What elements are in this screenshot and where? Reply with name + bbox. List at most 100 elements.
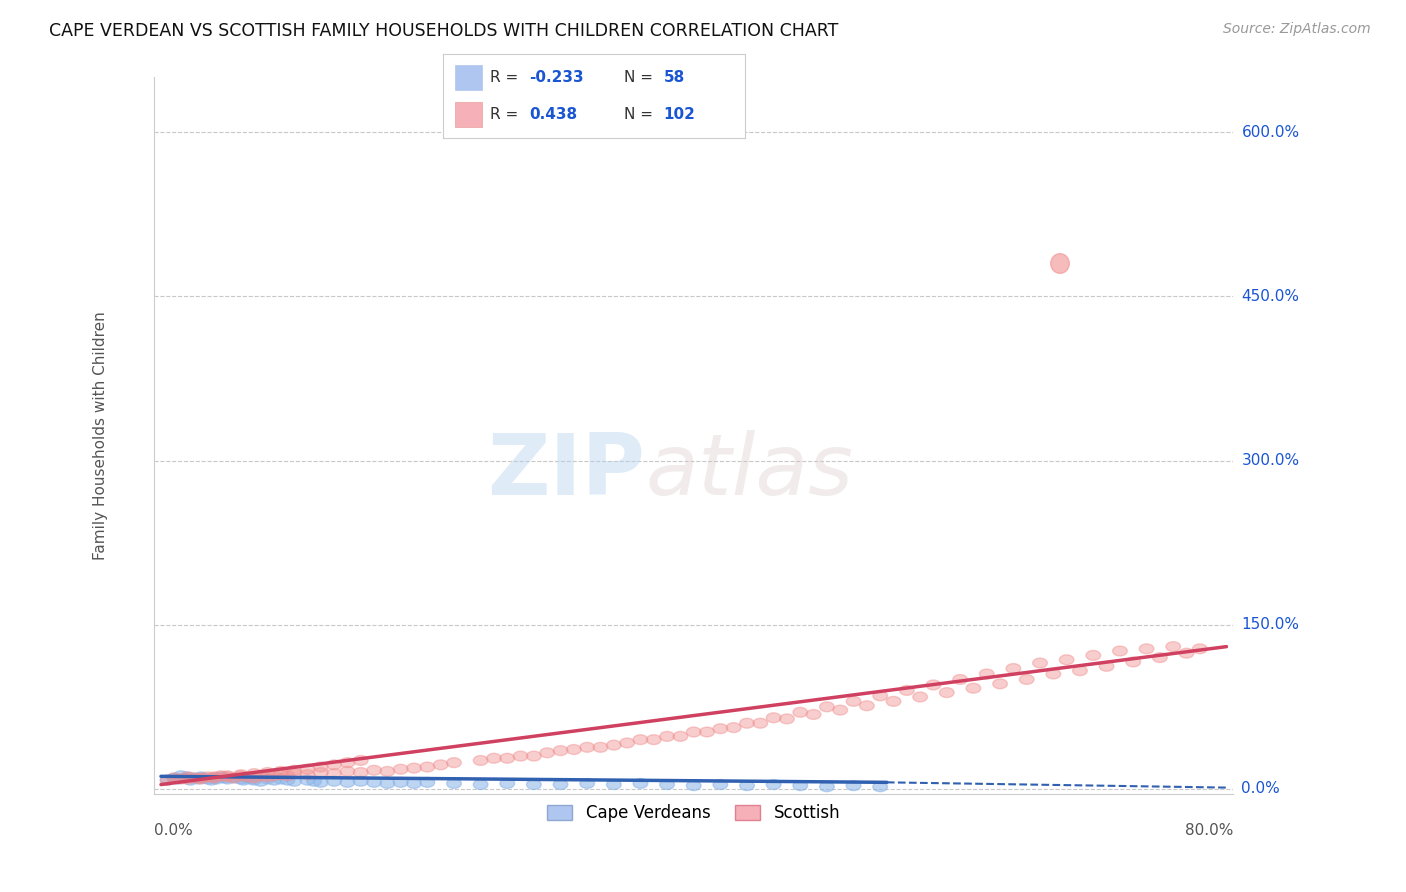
- Ellipse shape: [606, 740, 621, 750]
- Ellipse shape: [160, 775, 174, 785]
- Ellipse shape: [173, 774, 188, 784]
- Legend: Cape Verdeans, Scottish: Cape Verdeans, Scottish: [540, 797, 846, 829]
- Ellipse shape: [579, 779, 595, 789]
- Ellipse shape: [1019, 674, 1033, 684]
- Ellipse shape: [247, 769, 262, 779]
- Ellipse shape: [527, 751, 541, 761]
- Ellipse shape: [380, 766, 395, 776]
- Ellipse shape: [939, 688, 955, 698]
- Ellipse shape: [207, 773, 222, 783]
- Ellipse shape: [820, 781, 834, 791]
- Text: CAPE VERDEAN VS SCOTTISH FAMILY HOUSEHOLDS WITH CHILDREN CORRELATION CHART: CAPE VERDEAN VS SCOTTISH FAMILY HOUSEHOL…: [49, 22, 838, 40]
- Ellipse shape: [447, 779, 461, 789]
- Text: 300.0%: 300.0%: [1241, 453, 1299, 468]
- Ellipse shape: [207, 773, 222, 783]
- Ellipse shape: [540, 747, 554, 757]
- Ellipse shape: [700, 727, 714, 737]
- Ellipse shape: [221, 772, 235, 781]
- Ellipse shape: [194, 774, 208, 784]
- Ellipse shape: [873, 691, 887, 701]
- Ellipse shape: [433, 760, 449, 770]
- Ellipse shape: [233, 771, 249, 780]
- Text: 0.0%: 0.0%: [155, 823, 193, 838]
- Ellipse shape: [766, 780, 780, 789]
- Text: 58: 58: [664, 70, 685, 85]
- Text: 450.0%: 450.0%: [1241, 289, 1299, 304]
- Ellipse shape: [247, 775, 262, 785]
- Ellipse shape: [173, 771, 188, 780]
- Ellipse shape: [267, 775, 281, 785]
- Ellipse shape: [287, 769, 301, 779]
- Ellipse shape: [380, 779, 395, 789]
- Text: -0.233: -0.233: [529, 70, 583, 85]
- Ellipse shape: [260, 768, 274, 778]
- Ellipse shape: [326, 769, 342, 779]
- Ellipse shape: [367, 778, 381, 788]
- Ellipse shape: [474, 756, 488, 765]
- Text: R =: R =: [489, 107, 517, 122]
- Ellipse shape: [221, 774, 235, 784]
- Ellipse shape: [314, 762, 328, 772]
- Ellipse shape: [727, 723, 741, 732]
- Ellipse shape: [340, 757, 354, 768]
- Ellipse shape: [620, 738, 634, 747]
- Ellipse shape: [226, 773, 242, 783]
- Ellipse shape: [780, 714, 794, 723]
- Ellipse shape: [553, 780, 568, 789]
- Ellipse shape: [299, 764, 315, 774]
- Ellipse shape: [846, 780, 860, 790]
- Ellipse shape: [513, 751, 527, 761]
- Ellipse shape: [180, 772, 195, 781]
- Ellipse shape: [194, 773, 208, 783]
- Ellipse shape: [754, 718, 768, 728]
- Ellipse shape: [197, 773, 211, 783]
- Ellipse shape: [647, 735, 661, 745]
- Text: N =: N =: [624, 70, 654, 85]
- Ellipse shape: [226, 773, 242, 783]
- Ellipse shape: [501, 779, 515, 789]
- Ellipse shape: [353, 768, 368, 778]
- Ellipse shape: [194, 772, 208, 781]
- Ellipse shape: [245, 774, 259, 784]
- Ellipse shape: [859, 701, 875, 711]
- Text: 80.0%: 80.0%: [1185, 823, 1233, 838]
- Ellipse shape: [713, 723, 728, 733]
- Ellipse shape: [267, 771, 281, 780]
- Ellipse shape: [260, 774, 274, 784]
- Text: 600.0%: 600.0%: [1241, 125, 1299, 140]
- Ellipse shape: [287, 765, 301, 775]
- Ellipse shape: [553, 746, 568, 756]
- Ellipse shape: [280, 771, 295, 780]
- Ellipse shape: [287, 776, 301, 786]
- Ellipse shape: [900, 685, 914, 696]
- Ellipse shape: [912, 692, 928, 702]
- FancyBboxPatch shape: [456, 102, 482, 128]
- Ellipse shape: [1085, 650, 1101, 660]
- Ellipse shape: [567, 745, 581, 755]
- Ellipse shape: [673, 731, 688, 741]
- Ellipse shape: [1032, 658, 1047, 668]
- Ellipse shape: [1166, 641, 1181, 651]
- Ellipse shape: [1099, 661, 1114, 672]
- Text: ZIP: ZIP: [488, 430, 645, 513]
- Ellipse shape: [980, 669, 994, 679]
- Ellipse shape: [740, 780, 755, 790]
- Ellipse shape: [1007, 664, 1021, 673]
- Text: 0.0%: 0.0%: [1241, 781, 1281, 797]
- Ellipse shape: [233, 774, 249, 784]
- Ellipse shape: [180, 774, 195, 784]
- Ellipse shape: [274, 766, 288, 776]
- Ellipse shape: [806, 709, 821, 720]
- Ellipse shape: [766, 713, 780, 723]
- Ellipse shape: [240, 773, 254, 783]
- Ellipse shape: [221, 771, 235, 780]
- Ellipse shape: [240, 772, 254, 781]
- Text: 102: 102: [664, 107, 696, 122]
- Ellipse shape: [1112, 646, 1128, 656]
- Ellipse shape: [353, 756, 368, 765]
- Ellipse shape: [183, 775, 198, 785]
- Ellipse shape: [820, 702, 834, 712]
- Ellipse shape: [326, 760, 342, 770]
- Ellipse shape: [340, 766, 354, 776]
- Ellipse shape: [420, 762, 434, 772]
